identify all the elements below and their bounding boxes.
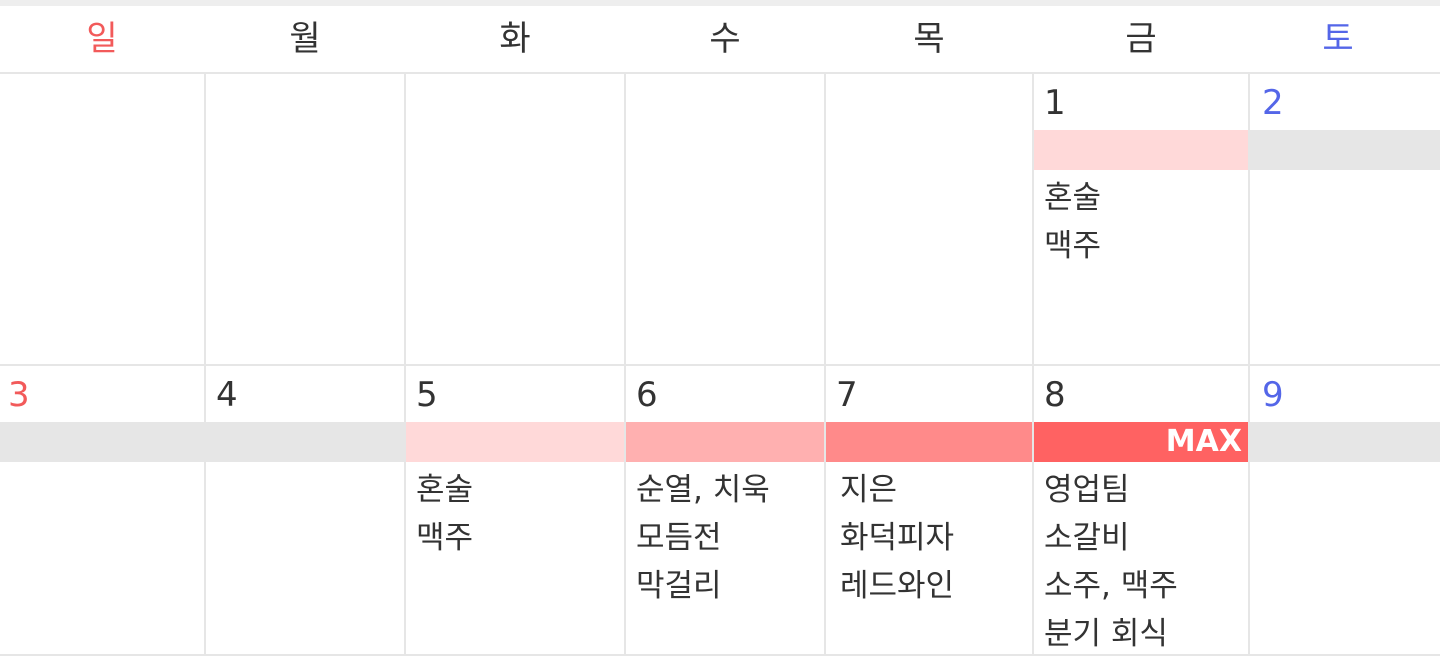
day-entries: 영업팀 소갈비 소주, 맥주 분기 회식 <box>1044 466 1178 658</box>
entry-line: 맥주 <box>1044 228 1102 264</box>
day-cell-empty <box>0 74 206 364</box>
day-cell-4[interactable]: 4 <box>204 366 406 654</box>
entry-line: 지은 <box>840 472 898 508</box>
day-cell-8[interactable]: 8 MAX 영업팀 소갈비 소주, 맥주 분기 회식 <box>1032 366 1250 654</box>
day-cell-2[interactable]: 2 <box>1248 74 1440 364</box>
drink-level-bar <box>1250 130 1440 170</box>
weekday-monday: 월 <box>289 19 321 59</box>
entry-line: 혼술 <box>416 472 474 508</box>
day-cell-6[interactable]: 6 순열, 치욱 모듬전 막걸리 <box>624 366 826 654</box>
entry-line: 소주, 맥주 <box>1044 568 1178 604</box>
max-label: MAX <box>1165 424 1242 459</box>
weekday-thursday: 목 <box>913 19 945 59</box>
entry-line: 레드와인 <box>840 568 955 604</box>
day-number: 8 <box>1044 375 1066 415</box>
day-number: 5 <box>416 375 438 415</box>
day-cell-empty <box>204 74 406 364</box>
day-entries: 지은 화덕피자 레드와인 <box>840 466 954 610</box>
drink-level-bar <box>1034 130 1250 170</box>
entry-line: 막걸리 <box>636 568 722 604</box>
drink-level-bar <box>206 422 406 462</box>
drink-level-bar <box>0 422 206 462</box>
day-cell-1[interactable]: 1 혼술 맥주 <box>1032 74 1250 364</box>
day-number: 7 <box>836 375 858 415</box>
day-number: 3 <box>8 375 30 415</box>
day-cell-empty <box>404 74 626 364</box>
day-number: 6 <box>636 375 658 415</box>
entry-line: 화덕피자 <box>840 520 955 556</box>
top-rule <box>0 0 1440 6</box>
weekday-saturday: 토 <box>1322 19 1354 59</box>
entry-line: 순열, 치욱 <box>636 472 770 508</box>
day-cell-5[interactable]: 5 혼술 맥주 <box>404 366 626 654</box>
day-number: 2 <box>1262 83 1284 123</box>
drink-level-bar <box>1250 422 1440 462</box>
day-entries: 순열, 치욱 모듬전 막걸리 <box>636 466 770 610</box>
drink-level-bar <box>826 422 1034 462</box>
weekday-friday: 금 <box>1125 19 1157 59</box>
entry-line: 영업팀 <box>1044 472 1130 508</box>
day-cell-7[interactable]: 7 지은 화덕피자 레드와인 <box>824 366 1034 654</box>
day-number: 4 <box>216 375 238 415</box>
day-entries: 혼술 맥주 <box>416 466 473 562</box>
day-number: 9 <box>1262 375 1284 415</box>
day-number: 1 <box>1044 83 1066 123</box>
day-cell-3[interactable]: 3 <box>0 366 206 654</box>
drink-level-bar: MAX <box>1034 422 1250 462</box>
entry-line: 혼술 <box>1044 180 1102 216</box>
drink-level-bar <box>626 422 826 462</box>
weekday-header: 일 월 화 수 목 금 토 <box>0 6 1440 74</box>
weekday-wednesday: 수 <box>709 19 741 59</box>
entry-line: 모듬전 <box>636 520 722 556</box>
weekday-sunday: 일 <box>86 19 118 59</box>
day-cell-empty <box>824 74 1034 364</box>
calendar-week-2: 3 4 5 혼술 맥주 6 순열, 치욱 모듬전 막걸리 7 지은 화덕피자 레… <box>0 366 1440 656</box>
entry-line: 맥주 <box>416 520 474 556</box>
calendar-week-1: 1 혼술 맥주 2 <box>0 74 1440 366</box>
entry-line: 분기 회식 <box>1044 616 1168 652</box>
day-cell-empty <box>624 74 826 364</box>
weekday-tuesday: 화 <box>499 19 531 59</box>
entry-line: 소갈비 <box>1044 520 1130 556</box>
day-entries: 혼술 맥주 <box>1044 174 1101 270</box>
drink-level-bar <box>406 422 626 462</box>
day-cell-9[interactable]: 9 <box>1248 366 1440 654</box>
